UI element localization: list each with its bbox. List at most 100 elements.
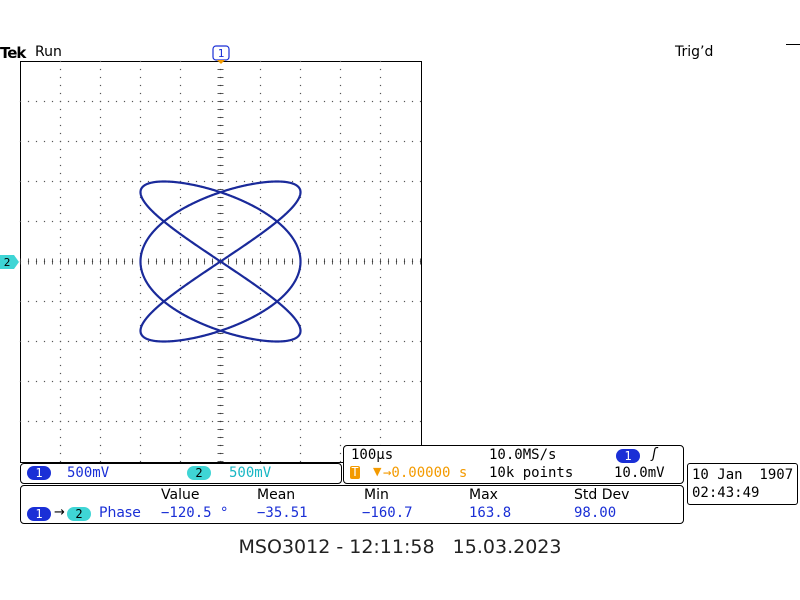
svg-text:1: 1 <box>218 47 225 60</box>
graticule-dot <box>179 332 182 335</box>
graticule-dot <box>339 196 342 199</box>
record-length[interactable]: 10k points <box>489 465 574 481</box>
graticule-dot <box>259 428 262 431</box>
graticule-dot <box>363 180 366 183</box>
graticule-dot <box>147 220 150 223</box>
graticule-dot <box>43 100 46 103</box>
graticule-dot <box>299 84 302 87</box>
graticule-dot <box>339 108 342 111</box>
graticule-dot <box>123 140 126 143</box>
trigger-level[interactable]: 10.0mV <box>614 465 665 481</box>
graticule-dot <box>339 300 342 303</box>
graticule-dot <box>339 292 342 295</box>
graticule-dot <box>187 420 190 423</box>
graticule-dot <box>371 220 374 223</box>
graticule-dot <box>99 364 102 367</box>
measurement-arrow: → <box>54 505 65 520</box>
graticule-dot <box>339 364 342 367</box>
graticule-dot <box>43 220 46 223</box>
graticule-dot <box>243 300 246 303</box>
graticule-dot <box>299 124 302 127</box>
graticule-dot <box>139 404 142 407</box>
graticule-dot <box>339 356 342 359</box>
graticule-dot <box>35 420 38 423</box>
graticule-dot <box>179 244 182 247</box>
graticule-dot <box>411 420 414 423</box>
graticule-dot <box>99 164 102 167</box>
ch2-badge[interactable]: 2 <box>187 466 211 480</box>
graticule-dot <box>139 132 142 135</box>
graticule-dot <box>339 268 342 271</box>
graticule-dot <box>67 220 70 223</box>
graticule-dot <box>259 172 262 175</box>
graticule-dot <box>259 284 262 287</box>
ch2-scale[interactable]: 500mV <box>229 465 272 481</box>
graticule-dot <box>299 236 302 239</box>
measurement-source-b-badge[interactable]: 2 <box>67 507 91 521</box>
graticule-dot <box>147 420 150 423</box>
graticule-dot <box>139 372 142 375</box>
graticule-dot <box>139 292 142 295</box>
graticule-dot <box>299 356 302 359</box>
graticule-dot <box>35 100 38 103</box>
graticule-dot <box>75 140 78 143</box>
measurement-min: −160.7 <box>362 505 413 521</box>
graticule-dot <box>339 132 342 135</box>
measurement-type[interactable]: Phase <box>99 505 141 521</box>
graticule-dot <box>235 140 238 143</box>
graticule-dot <box>299 412 302 415</box>
graticule-dot <box>379 116 382 119</box>
measurement-header-max: Max <box>469 487 498 503</box>
graticule-dot <box>259 132 262 135</box>
graticule-dot <box>403 140 406 143</box>
graticule-dot <box>339 332 342 335</box>
trigger-source-badge[interactable]: 1 <box>616 449 640 463</box>
graticule-dot <box>59 308 62 311</box>
graticule-dot <box>339 124 342 127</box>
graticule-dot <box>139 380 142 383</box>
graticule-dot <box>163 100 166 103</box>
graticule-dot <box>259 316 262 319</box>
graticule-dot <box>251 340 254 343</box>
graticule-dot <box>91 100 94 103</box>
graticule-dot <box>131 220 134 223</box>
graticule-dot <box>419 100 422 103</box>
graticule-dot <box>371 380 374 383</box>
graticule-dot <box>315 380 318 383</box>
graticule-dot <box>59 244 62 247</box>
graticule-dot <box>59 428 62 431</box>
ch1-scale[interactable]: 500mV <box>67 465 110 481</box>
graticule-dot <box>379 324 382 327</box>
graticule-dot <box>27 100 30 103</box>
graticule-dot <box>299 172 302 175</box>
graticule-dot <box>259 204 262 207</box>
trigger-delay[interactable]: →0.00000 s <box>383 465 468 481</box>
graticule-dot <box>139 68 142 71</box>
graticule-dot <box>379 356 382 359</box>
graticule-dot <box>307 380 310 383</box>
measurement-mean: −35.51 <box>257 505 308 521</box>
time-per-division[interactable]: 100µs <box>351 447 394 463</box>
graticule-dot <box>179 404 182 407</box>
graticule-dot <box>99 228 102 231</box>
graticule-dot <box>379 396 382 399</box>
graticule-dot <box>139 436 142 439</box>
graticule-dot <box>411 380 414 383</box>
graticule-dot <box>339 236 342 239</box>
graticule-dot <box>107 140 110 143</box>
graticule-dot <box>171 380 174 383</box>
graticule-dot <box>147 380 150 383</box>
ch1-badge[interactable]: 1 <box>27 466 51 480</box>
graticule-dot <box>267 380 270 383</box>
graticule-dot <box>339 452 342 455</box>
graticule-dot <box>99 316 102 319</box>
graticule-dot <box>211 180 214 183</box>
sample-rate: 10.0MS/s <box>489 447 557 463</box>
graticule-dot <box>379 244 382 247</box>
graticule-dot <box>291 100 294 103</box>
graticule-dot <box>67 340 70 343</box>
graticule-dot <box>179 116 182 119</box>
measurement-source-a-badge[interactable]: 1 <box>27 507 51 521</box>
graticule-dot <box>75 180 78 183</box>
graticule-dot <box>259 396 262 399</box>
